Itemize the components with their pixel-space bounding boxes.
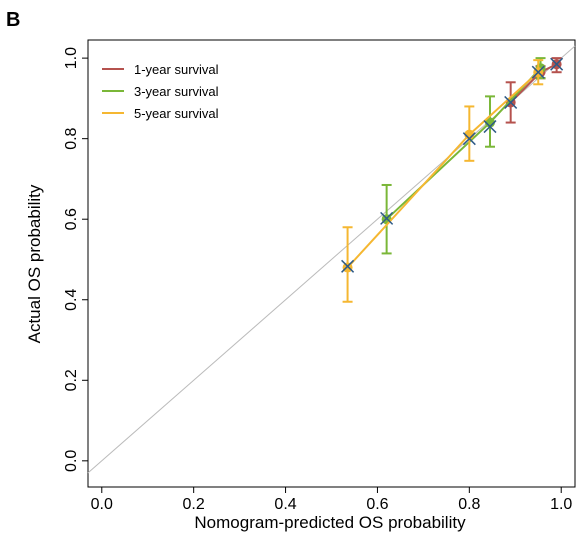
cross-marker xyxy=(550,57,564,71)
x-tick-label: 0.2 xyxy=(183,496,205,513)
x-tick-label: 1.0 xyxy=(550,496,572,513)
cross-marker xyxy=(531,65,545,79)
panel-label: B xyxy=(6,9,20,31)
y-tick-label: 1.0 xyxy=(63,47,80,69)
cross-stroke xyxy=(380,211,394,225)
cross-stroke xyxy=(483,120,497,134)
y-tick-label: 0.4 xyxy=(63,289,80,311)
cross-stroke xyxy=(550,57,564,71)
y-tick-label: 0.0 xyxy=(63,450,80,472)
legend-label: 5-year survival xyxy=(134,106,219,121)
cross-marker xyxy=(341,259,355,273)
y-tick-label: 0.8 xyxy=(63,127,80,149)
x-tick-label: 0.8 xyxy=(458,496,480,513)
x-tick-label: 0.4 xyxy=(274,496,296,513)
x-axis-label: Nomogram-predicted OS probability xyxy=(194,513,466,532)
cross-marker xyxy=(504,95,518,109)
cross-stroke xyxy=(504,95,518,109)
plot-frame xyxy=(87,39,576,488)
cross-marker xyxy=(380,211,394,225)
point xyxy=(342,262,353,273)
y-tick-label: 0.2 xyxy=(63,369,80,391)
cross-stroke xyxy=(531,65,545,79)
cross-marker xyxy=(462,132,476,146)
x-tick-label: 0.0 xyxy=(91,496,113,513)
legend-label: 3-year survival xyxy=(134,84,219,99)
calibration-line xyxy=(509,63,558,104)
cross-stroke xyxy=(462,132,476,146)
y-tick-label: 0.6 xyxy=(63,208,80,230)
legend-label: 1-year survival xyxy=(134,62,219,77)
x-tick-label: 0.6 xyxy=(366,496,388,513)
cross-marker xyxy=(483,120,497,134)
y-axis-label: Actual OS probability xyxy=(25,184,44,343)
cross-stroke xyxy=(341,259,355,273)
